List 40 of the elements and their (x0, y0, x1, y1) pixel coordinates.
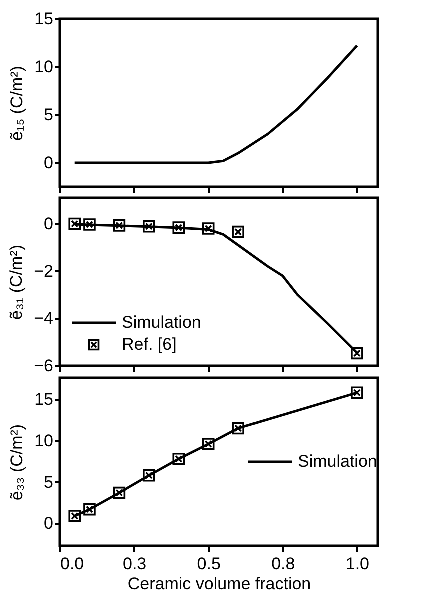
legend-label: Ref. [6] (122, 335, 177, 354)
y-tick-label: 0 (44, 514, 54, 534)
point (143, 220, 156, 233)
point (84, 218, 96, 231)
y-tick-label: −6 (34, 356, 54, 376)
y-tick-label: −2 (34, 262, 54, 281)
point (113, 220, 126, 232)
legend-label: Simulation (298, 452, 378, 471)
x-axis-title: Ceramic volume fraction (128, 574, 312, 594)
x-tick-label: 0.3 (122, 554, 147, 574)
y-tick-label: 0 (44, 154, 54, 172)
point (143, 470, 156, 482)
y-tick-label: 10 (34, 58, 54, 76)
x-tick-label: 0.8 (272, 554, 296, 574)
y-axis-title: ẽ₃₁ (C/m²) (7, 245, 26, 320)
y-axis-title: ẽ₁₅ (C/m²) (8, 66, 27, 141)
y-tick-label: 5 (44, 106, 54, 124)
x-tick-label: 1.0 (346, 554, 370, 574)
y-tick-label: 15 (34, 390, 54, 410)
point (232, 422, 244, 435)
point (68, 510, 82, 522)
point (172, 222, 186, 234)
y-tick-label: 5 (44, 472, 54, 492)
y-tick-label: 0 (44, 214, 54, 234)
point (232, 226, 244, 238)
y-tick-label: −4 (34, 309, 54, 328)
point (68, 218, 82, 230)
point (202, 222, 215, 235)
point (351, 386, 364, 400)
y-tick-label: 15 (34, 10, 54, 28)
point (113, 486, 126, 500)
point (172, 452, 186, 466)
point (84, 503, 96, 516)
legend-label: Simulation (122, 313, 202, 332)
x-tick-label: 0.5 (197, 554, 221, 574)
x-tick-label: 0.0 (60, 554, 84, 574)
point (202, 438, 215, 450)
y-axis-title: ẽ₃₃ (C/m²) (8, 424, 27, 501)
y-tick-label: 10 (34, 431, 54, 450)
line-series (74, 44, 358, 164)
